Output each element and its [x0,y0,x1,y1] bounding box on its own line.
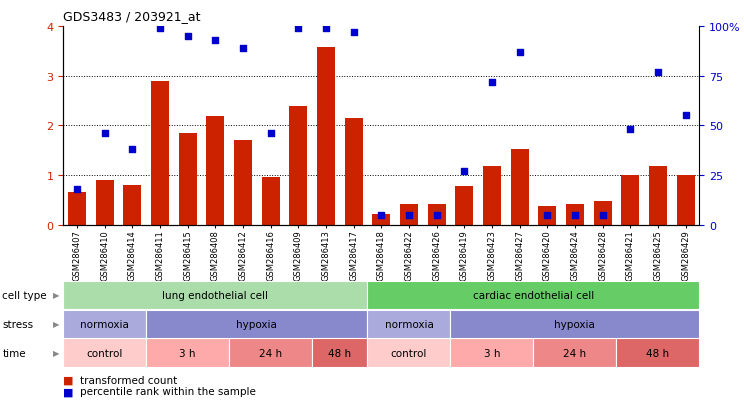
Bar [147,339,229,367]
Bar [621,176,639,225]
Text: percentile rank within the sample: percentile rank within the sample [80,387,255,396]
Bar [510,150,528,225]
Point [513,49,525,56]
Bar [616,339,699,367]
Text: ■: ■ [63,387,74,396]
Bar [63,281,368,309]
Bar [450,339,533,367]
Bar [63,310,147,338]
Text: ▶: ▶ [53,319,60,328]
Bar [538,206,557,225]
Bar [124,185,141,225]
Bar [312,339,368,367]
Text: 24 h: 24 h [259,348,282,358]
Text: normoxia: normoxia [385,319,434,329]
Point [347,29,359,36]
Bar [368,310,450,338]
Text: transformed count: transformed count [80,375,177,385]
Point [71,186,83,193]
Bar [594,201,612,225]
Text: ▶: ▶ [53,290,60,299]
Bar [229,339,312,367]
Bar [372,214,391,225]
Text: 48 h: 48 h [647,348,670,358]
Bar [455,186,473,225]
Bar [368,339,450,367]
Point [265,131,277,137]
Bar [68,193,86,225]
Point [182,33,193,40]
Point [624,127,636,133]
Bar [206,117,225,225]
Text: control: control [86,348,123,358]
Point [126,147,138,153]
Bar [179,133,196,225]
Point [99,131,111,137]
Text: 48 h: 48 h [328,348,351,358]
Bar [676,176,694,225]
Text: 3 h: 3 h [179,348,196,358]
Point [597,212,609,218]
Text: GDS3483 / 203921_at: GDS3483 / 203921_at [63,10,201,23]
Bar [566,204,584,225]
Bar [533,339,616,367]
Text: 3 h: 3 h [484,348,500,358]
Text: 24 h: 24 h [563,348,586,358]
Text: ■: ■ [63,375,74,385]
Bar [262,178,280,225]
Point [237,45,249,52]
Bar [96,180,114,225]
Bar [151,81,169,225]
Text: lung endothelial cell: lung endothelial cell [162,290,269,300]
Text: control: control [391,348,427,358]
Point [320,26,332,32]
Bar [234,141,252,225]
Bar [450,310,699,338]
Text: cell type: cell type [2,290,47,300]
Text: hypoxia: hypoxia [237,319,278,329]
Bar [368,281,699,309]
Text: time: time [2,348,26,358]
Point [209,38,221,44]
Bar [289,107,307,225]
Point [403,212,415,218]
Point [679,113,691,119]
Point [569,212,581,218]
Text: normoxia: normoxia [80,319,129,329]
Point [154,26,166,32]
Point [292,26,304,32]
Text: ▶: ▶ [53,348,60,357]
Point [431,212,443,218]
Point [652,69,664,76]
Text: cardiac endothelial cell: cardiac endothelial cell [472,290,594,300]
Point [458,168,470,175]
Bar [428,204,446,225]
Text: stress: stress [2,319,33,329]
Point [486,79,498,85]
Point [376,212,388,218]
Bar [649,166,667,225]
Bar [147,310,368,338]
Bar [344,119,362,225]
Point [542,212,554,218]
Bar [317,47,335,225]
Text: hypoxia: hypoxia [554,319,595,329]
Bar [483,166,501,225]
Bar [63,339,147,367]
Bar [400,204,418,225]
